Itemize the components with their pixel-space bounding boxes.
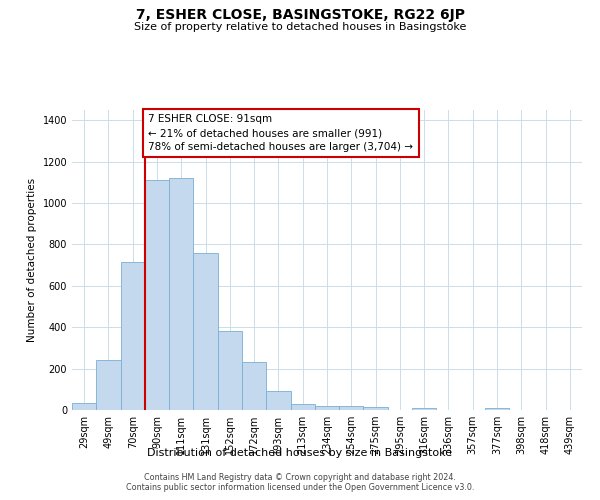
Text: 7, ESHER CLOSE, BASINGSTOKE, RG22 6JP: 7, ESHER CLOSE, BASINGSTOKE, RG22 6JP [136, 8, 464, 22]
Bar [315, 406, 339, 410]
Bar [485, 408, 509, 410]
Bar [364, 407, 388, 410]
Text: 7 ESHER CLOSE: 91sqm
← 21% of detached houses are smaller (991)
78% of semi-deta: 7 ESHER CLOSE: 91sqm ← 21% of detached h… [149, 114, 413, 152]
Text: Contains HM Land Registry data © Crown copyright and database right 2024.
Contai: Contains HM Land Registry data © Crown c… [126, 473, 474, 492]
Bar [145, 180, 169, 410]
Y-axis label: Number of detached properties: Number of detached properties [27, 178, 37, 342]
Bar [121, 262, 145, 410]
Bar [339, 406, 364, 410]
Text: Size of property relative to detached houses in Basingstoke: Size of property relative to detached ho… [134, 22, 466, 32]
Bar [96, 360, 121, 410]
Bar [72, 403, 96, 410]
Bar [218, 332, 242, 410]
Bar [169, 178, 193, 410]
Bar [266, 392, 290, 410]
Bar [193, 253, 218, 410]
Text: Distribution of detached houses by size in Basingstoke: Distribution of detached houses by size … [148, 448, 452, 458]
Bar [412, 408, 436, 410]
Bar [290, 404, 315, 410]
Bar [242, 362, 266, 410]
